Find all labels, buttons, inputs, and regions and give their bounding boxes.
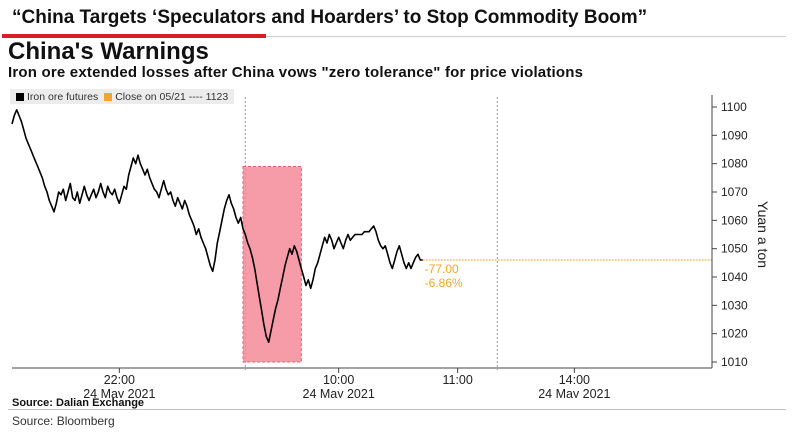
- annotation-change-percent: -6.86%: [425, 276, 463, 290]
- legend-swatch-iron-ore: [16, 92, 24, 101]
- headline-divider: [266, 36, 786, 37]
- highlight-region: [242, 166, 302, 363]
- legend-label-iron-ore: Iron ore futures: [27, 90, 99, 103]
- x-tick-label-time: 10:00: [323, 373, 354, 387]
- chart-subtitle: Iron ore extended losses after China vow…: [8, 64, 584, 81]
- x-tick-label-time: 22:00: [104, 373, 135, 387]
- y-tick-label: 1010: [721, 355, 748, 369]
- x-tick-label-date: 24 May 2021: [83, 387, 155, 398]
- legend-item-iron-ore-futures: Iron ore futures: [16, 91, 98, 103]
- y-tick-label: 1100: [721, 100, 747, 114]
- y-tick-label: 1060: [721, 213, 748, 227]
- y-tick-label: 1020: [721, 327, 748, 341]
- chart-legend: Iron ore futures Close on 05/21 ---- 112…: [10, 89, 235, 104]
- iron-ore-chart: 1010 1020 1030 1040 1050 1060 1070 1080 1090 1100…: [11, 95, 771, 398]
- y-tick-label: 1050: [721, 242, 748, 256]
- y-axis-label: Yuan a ton: [755, 201, 771, 268]
- headline-accent-rule: [2, 34, 266, 38]
- y-tick-label: 1040: [721, 270, 748, 284]
- source-divider: [8, 409, 786, 410]
- x-tick-label-time: 11:00: [442, 373, 472, 387]
- y-tick-label: 1030: [721, 298, 748, 312]
- x-tick-label-date: 24 May 2021: [538, 387, 610, 398]
- headline: “China Targets ‘Speculators and Hoarders…: [12, 7, 648, 28]
- chart-source: Source: Dalian Exchange: [12, 397, 145, 409]
- y-tick-label: 1080: [721, 157, 748, 171]
- legend-label-close: Close on 05/21 ---- 1123: [115, 90, 229, 103]
- series-line-iron-ore-futures: [11, 108, 423, 343]
- chart-title: China's Warnings: [8, 38, 209, 65]
- x-tick-label-time: 14:00: [559, 373, 590, 387]
- x-tick-label-date: 24 May 2021: [303, 387, 375, 398]
- annotation-change-value: -77.00: [425, 262, 459, 276]
- y-tick-label: 1070: [721, 185, 748, 199]
- legend-swatch-close: [104, 92, 113, 101]
- image-credit: Source: Bloomberg: [12, 414, 115, 428]
- legend-item-close: Close on 05/21 ---- 1123: [104, 91, 228, 103]
- y-tick-label: 1090: [721, 128, 748, 142]
